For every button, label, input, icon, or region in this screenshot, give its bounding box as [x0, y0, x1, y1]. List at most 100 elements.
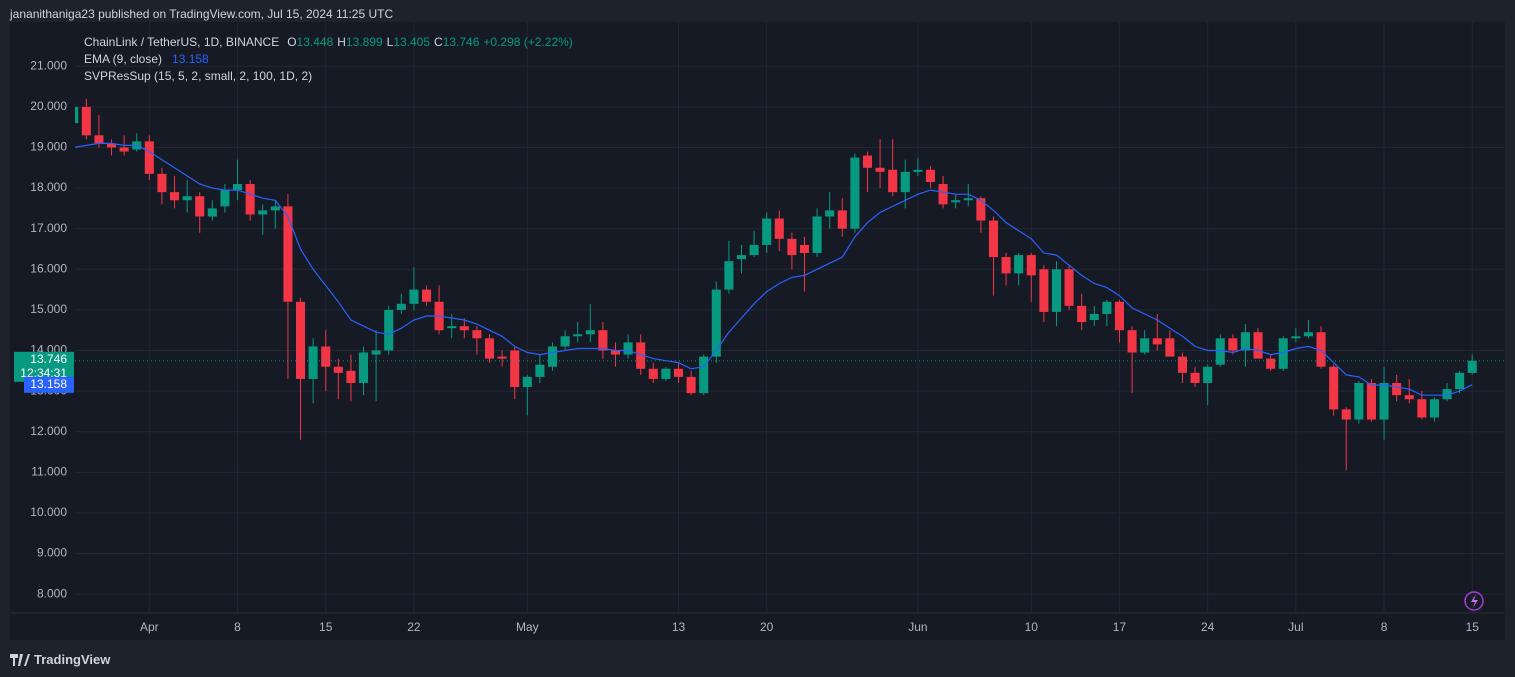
- x-tick-label: Jun: [908, 620, 927, 634]
- x-tick-label: 13: [672, 620, 686, 634]
- change: +0.298 (+2.22%): [483, 35, 573, 49]
- x-tick-label: 24: [1201, 620, 1215, 634]
- y-tick-label: 8.000: [37, 586, 67, 600]
- candle-body: [497, 356, 507, 359]
- candle-body: [1064, 269, 1074, 306]
- candle-body: [862, 155, 873, 168]
- x-tick-label: Jul: [1288, 620, 1303, 634]
- candle-body: [787, 238, 797, 256]
- candle-body: [270, 206, 280, 211]
- candle-body: [1392, 382, 1402, 396]
- candle-body: [371, 350, 381, 355]
- y-tick-label: 9.000: [37, 546, 67, 560]
- candle-body: [673, 368, 684, 377]
- candle-body: [1442, 389, 1452, 400]
- candle-body: [396, 303, 406, 310]
- candle-body: [75, 106, 79, 124]
- candle-body: [812, 216, 822, 254]
- candle-body: [447, 326, 457, 329]
- candle-body: [686, 376, 696, 394]
- candle-body: [1039, 269, 1049, 312]
- candle-body: [1404, 395, 1414, 400]
- candle-body: [1303, 332, 1313, 337]
- candle-body: [724, 261, 734, 290]
- x-tick-label: 15: [1466, 620, 1480, 634]
- countdown: 12:34:31: [20, 366, 67, 380]
- x-tick-label: 20: [760, 620, 774, 634]
- candle-body: [358, 352, 369, 383]
- ema-line: [75, 142, 1473, 396]
- candle-body: [888, 169, 898, 193]
- candle-body: [711, 289, 721, 357]
- indicator-name: SVPResSup (15, 5, 2, small, 2, 100, 1D, …: [84, 69, 313, 83]
- candle-body: [207, 208, 217, 217]
- alert-icon[interactable]: [1464, 591, 1484, 611]
- candle-body: [610, 350, 621, 355]
- candle-body: [484, 338, 495, 359]
- y-tick-label: 12.000: [30, 424, 67, 438]
- candle-body: [459, 326, 469, 331]
- y-tick-label: 19.000: [30, 140, 67, 154]
- candle-body: [1026, 255, 1036, 276]
- candle-body: [762, 218, 772, 245]
- candle-body: [1051, 269, 1062, 312]
- candle-body: [472, 330, 482, 339]
- x-tick-label: 15: [319, 620, 333, 634]
- ohlc-value: 13.448: [296, 35, 334, 49]
- candle-body: [573, 334, 583, 337]
- candle-body: [585, 330, 595, 335]
- candle-body: [1417, 399, 1427, 418]
- candle-body: [925, 169, 936, 182]
- candle-body: [951, 200, 961, 203]
- candle-body: [1366, 382, 1376, 420]
- ohlc-value: 13.746: [442, 35, 480, 49]
- candle-body: [1089, 313, 1099, 321]
- candle-body: [1177, 356, 1187, 373]
- candle-body: [547, 346, 558, 367]
- footer-brand: TradingView: [34, 652, 111, 667]
- x-tick-label: 17: [1113, 620, 1127, 634]
- candle-body: [661, 368, 671, 379]
- candle-body: [1215, 338, 1225, 365]
- candle-body: [119, 147, 129, 152]
- ohlc-key: L: [386, 35, 394, 49]
- y-tick-label: 11.000: [31, 464, 67, 478]
- candle-body: [636, 342, 646, 369]
- candle-body: [220, 190, 230, 207]
- y-tick-label: 18.000: [30, 180, 67, 194]
- candle-body: [825, 210, 835, 217]
- candle-body: [837, 210, 847, 229]
- candle-body: [245, 184, 255, 215]
- candle-body: [736, 255, 747, 260]
- candle-body: [522, 376, 532, 388]
- ema-name: EMA (9, close): [84, 52, 163, 66]
- series-layer: [75, 98, 1477, 471]
- ohlc-key: C: [434, 35, 443, 49]
- candle-body: [850, 157, 860, 229]
- candle-body: [421, 289, 432, 302]
- candle-body: [1165, 338, 1175, 357]
- y-tick-label: 17.000: [30, 221, 67, 235]
- y-tick-label: 10.000: [30, 505, 67, 519]
- candle-body: [308, 346, 318, 379]
- candle-body: [409, 289, 419, 304]
- ohlc-key: H: [337, 35, 346, 49]
- tv-logo: [10, 653, 30, 666]
- candle-body: [1379, 382, 1389, 420]
- candle-body: [1253, 332, 1263, 359]
- x-tick-label: May: [516, 620, 539, 634]
- legend-symbol: ChainLink / TetherUS, 1D, BINANCE O13.44…: [84, 35, 573, 49]
- candle-body: [283, 206, 293, 302]
- candle-body: [913, 169, 923, 172]
- candle-body: [1127, 330, 1137, 353]
- candle-body: [157, 173, 167, 193]
- ema-value: 13.158: [172, 52, 209, 66]
- candle-body: [560, 336, 570, 347]
- candle-body: [1266, 358, 1276, 369]
- ema-badge-value: 13.158: [30, 377, 67, 391]
- candle-body: [232, 184, 243, 191]
- x-tick-label: Apr: [140, 620, 159, 634]
- legend-ema: EMA (9, close) 13.158: [84, 52, 209, 66]
- candle-body: [1329, 366, 1339, 410]
